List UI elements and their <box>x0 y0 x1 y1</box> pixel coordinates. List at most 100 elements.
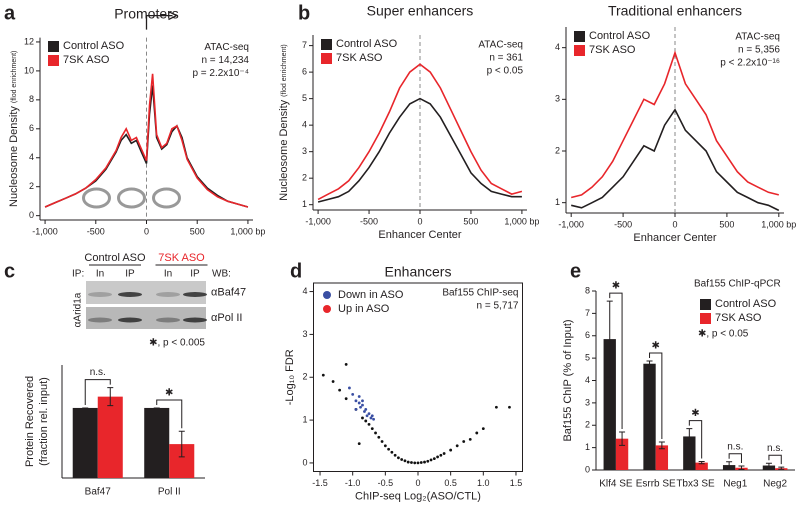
x-tick-label: Esrrb SE <box>636 479 676 490</box>
blot-band <box>156 292 180 297</box>
point <box>387 447 391 451</box>
x-tick-label: 0.5 <box>444 478 457 488</box>
point <box>416 461 420 465</box>
y-tick-label: 2 <box>585 420 590 430</box>
point <box>338 388 342 392</box>
x-tick-label: -1.0 <box>345 478 361 488</box>
y-tick-label: 0 <box>302 457 307 467</box>
point <box>403 459 407 463</box>
point <box>369 416 373 420</box>
point <box>351 392 355 396</box>
blot-band <box>118 292 142 297</box>
point <box>361 403 364 407</box>
y-tick-label: 3 <box>585 397 590 407</box>
annotation: ATAC-seq <box>735 32 780 43</box>
significance-bracket <box>609 292 623 429</box>
blot-band <box>118 317 142 323</box>
panel-label: b <box>298 2 310 24</box>
point <box>357 442 361 446</box>
y-tick-label: 4 <box>585 375 590 385</box>
y-tick-label: 4 <box>302 120 307 130</box>
x-tick-label: 500 <box>463 216 478 226</box>
point <box>377 435 381 439</box>
x-tick-label: -500 <box>360 216 378 226</box>
point <box>406 460 410 464</box>
y-tick-label: 1 <box>302 199 307 209</box>
y-tick-label: 4 <box>555 42 560 52</box>
point <box>481 427 485 431</box>
blot-group-label: Control ASO <box>84 252 146 264</box>
annotation: n = 361 <box>489 53 523 64</box>
y-tick-label: 6 <box>29 123 34 133</box>
point <box>429 458 433 462</box>
x-tick-label: Baf47 <box>85 487 112 498</box>
legend-label: Down in ASO <box>338 289 404 301</box>
bar <box>144 407 170 478</box>
point <box>397 456 400 460</box>
blot-strip <box>86 307 206 329</box>
point <box>374 431 377 435</box>
annotation: n = 5,717 <box>477 301 519 312</box>
x-tick-label: -500 <box>87 226 105 236</box>
point <box>361 416 364 420</box>
point <box>475 431 479 435</box>
blot-group-label: 7SK ASO <box>158 252 205 264</box>
significance-label: n.s. <box>767 443 783 454</box>
legend-label: Up in ASO <box>338 303 390 315</box>
y-tick-label: 10 <box>24 65 34 75</box>
blot-row-label: αPol II <box>211 312 242 324</box>
significance-bracket <box>688 420 703 459</box>
chart-title: Promoters <box>114 6 179 22</box>
significance-label: ✱ <box>652 341 660 352</box>
panel-label: c <box>4 260 15 282</box>
annotation: n = 5,356 <box>738 45 780 56</box>
bar <box>615 438 629 470</box>
bar <box>655 445 669 470</box>
x-tick-label: Neg1 <box>723 479 747 490</box>
error-bar <box>726 461 733 469</box>
bar <box>643 363 656 470</box>
y-tick-label: 0 <box>585 464 590 474</box>
point <box>364 407 368 411</box>
y-axis-label: Nucleosome Density (flod enrichment) <box>8 51 20 207</box>
x-tick-label: 1,000 bp <box>230 226 265 236</box>
x-tick-label: Pol II <box>158 487 181 498</box>
chart-title: Super enhancers <box>367 3 474 19</box>
point <box>357 401 361 405</box>
point <box>413 461 417 465</box>
y-tick-label: 6 <box>585 330 590 340</box>
panel-label: a <box>4 2 16 24</box>
point <box>494 405 498 409</box>
y-axis-label-part: (flod enrichment) <box>281 44 288 97</box>
bar <box>603 339 616 470</box>
annotation: ATAC-seq <box>204 42 249 53</box>
blot-wb-label: WB: <box>212 269 231 280</box>
annotation: n = 14,234 <box>201 55 249 66</box>
y-tick-label: 2 <box>302 372 307 382</box>
error-bar <box>778 466 785 470</box>
annotation: ✱, p < 0.05 <box>698 329 749 340</box>
panel-label: d <box>290 260 302 282</box>
y-axis-label: Nucleosome Density (flod enrichment) <box>278 44 290 200</box>
legend-marker <box>321 39 332 50</box>
y-tick-label: 4 <box>302 286 307 296</box>
y-axis-label: -Log₁₀ FDR <box>284 349 296 405</box>
annotation: ATAC-seq <box>478 40 523 51</box>
x-tick-label: -1,000 <box>305 216 331 226</box>
x-tick-label: 0 <box>415 478 420 488</box>
point <box>462 440 466 443</box>
annotation: p < 0.05 <box>487 66 524 77</box>
legend-marker <box>48 41 59 52</box>
x-tick-label: -500 <box>614 219 632 229</box>
point <box>344 397 348 401</box>
y-axis-label-part: Nucleosome Density <box>278 99 290 200</box>
point <box>331 380 335 383</box>
x-tick-label: 1.0 <box>477 478 490 488</box>
point <box>365 414 369 418</box>
x-tick-label: 1,000 bp <box>504 216 539 226</box>
x-tick-label: -1,000 <box>558 219 584 229</box>
y-axis-label: Baf155 ChIP (% of Input) <box>562 319 574 441</box>
y-tick-label: 0 <box>29 210 34 220</box>
legend-marker <box>321 53 332 64</box>
point <box>370 427 374 431</box>
